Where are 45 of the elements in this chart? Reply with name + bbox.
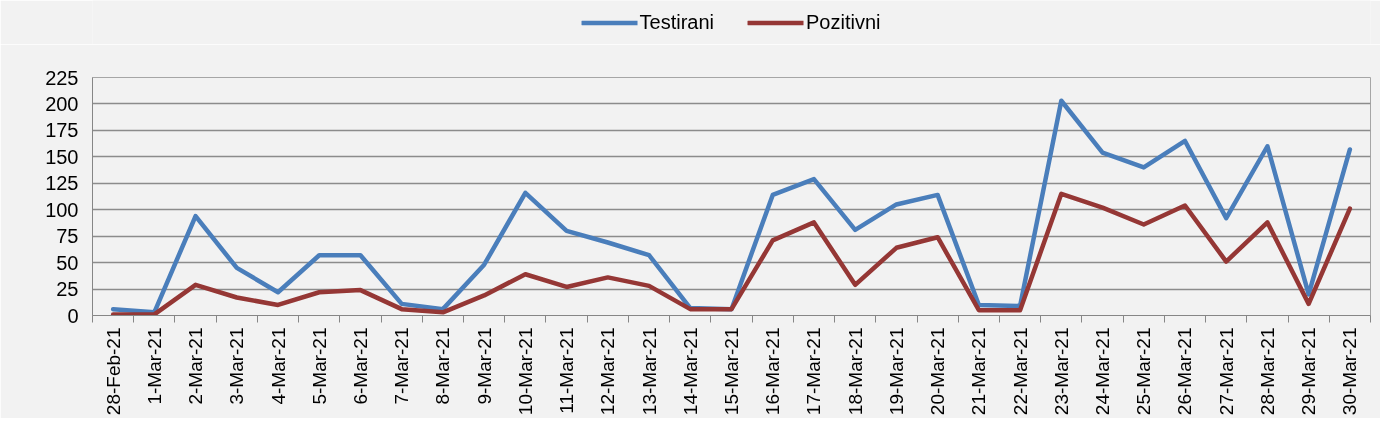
- x-tick-label: 27-Mar-21: [1215, 327, 1237, 416]
- y-tick-label: 125: [45, 172, 79, 195]
- x-tick-label: 15-Mar-21: [721, 327, 742, 416]
- x-tick-label: 11-Mar-21: [556, 327, 578, 414]
- x-tick-label: 12-Mar-21: [597, 327, 619, 416]
- x-tick-label: 28-Feb-21: [102, 327, 124, 416]
- x-tick-label: 30-Mar-21: [1339, 327, 1361, 416]
- x-tick-label: 22-Mar-21: [1009, 327, 1031, 416]
- x-tick-label: 18-Mar-21: [844, 327, 866, 416]
- x-tick-label: 28-Mar-21: [1256, 327, 1278, 416]
- x-tick-label: 4-Mar-21: [267, 327, 289, 405]
- x-tick-label: 25-Mar-21: [1133, 327, 1155, 416]
- x-tick-label: 26-Mar-21: [1174, 327, 1196, 416]
- x-tick-label: 1-Mar-21: [143, 327, 165, 405]
- x-tick-label: 24-Mar-21: [1092, 327, 1114, 416]
- line-series: [110, 191, 1353, 316]
- y-tick-label: 75: [56, 225, 79, 248]
- x-tick-label: 6-Mar-21: [349, 327, 371, 405]
- x-tick-label: 13-Mar-21: [638, 327, 660, 416]
- x-tick-label: 16-Mar-21: [762, 327, 784, 416]
- x-tick-label: 29-Mar-21: [1298, 327, 1320, 416]
- y-tick-label: 225: [45, 66, 79, 89]
- x-tick-label: 20-Mar-21: [927, 327, 949, 416]
- y-tick-label: 150: [45, 145, 79, 168]
- x-tick-label: 17-Mar-21: [803, 327, 825, 416]
- line-series: [110, 98, 1353, 315]
- x-tick-label: 23-Mar-21: [1050, 327, 1072, 416]
- x-tick-label: 7-Mar-21: [391, 327, 413, 405]
- x-tick-label: 3-Mar-21: [226, 327, 248, 405]
- y-tick-label: 100: [45, 198, 79, 221]
- legend-label: Pozitivni: [806, 10, 881, 34]
- x-tick-label: 10-Mar-21: [514, 327, 536, 416]
- y-tick-label: 50: [56, 251, 79, 274]
- y-tick-label: 0: [67, 304, 79, 327]
- y-tick-label: 175: [45, 119, 79, 142]
- x-tick-label: 14-Mar-21: [679, 327, 701, 416]
- x-tick-label: 21-Mar-21: [968, 327, 990, 416]
- x-tick-label: 5-Mar-21: [308, 327, 330, 405]
- x-tick-label: 19-Mar-21: [885, 327, 907, 416]
- x-tick-label: 9-Mar-21: [473, 327, 495, 405]
- x-tick-label: 2-Mar-21: [185, 327, 207, 405]
- y-tick-label: 200: [45, 92, 79, 115]
- x-tick-label: 8-Mar-21: [432, 327, 454, 405]
- y-tick-label: 25: [56, 278, 79, 301]
- legend-label: Testirani: [639, 10, 714, 34]
